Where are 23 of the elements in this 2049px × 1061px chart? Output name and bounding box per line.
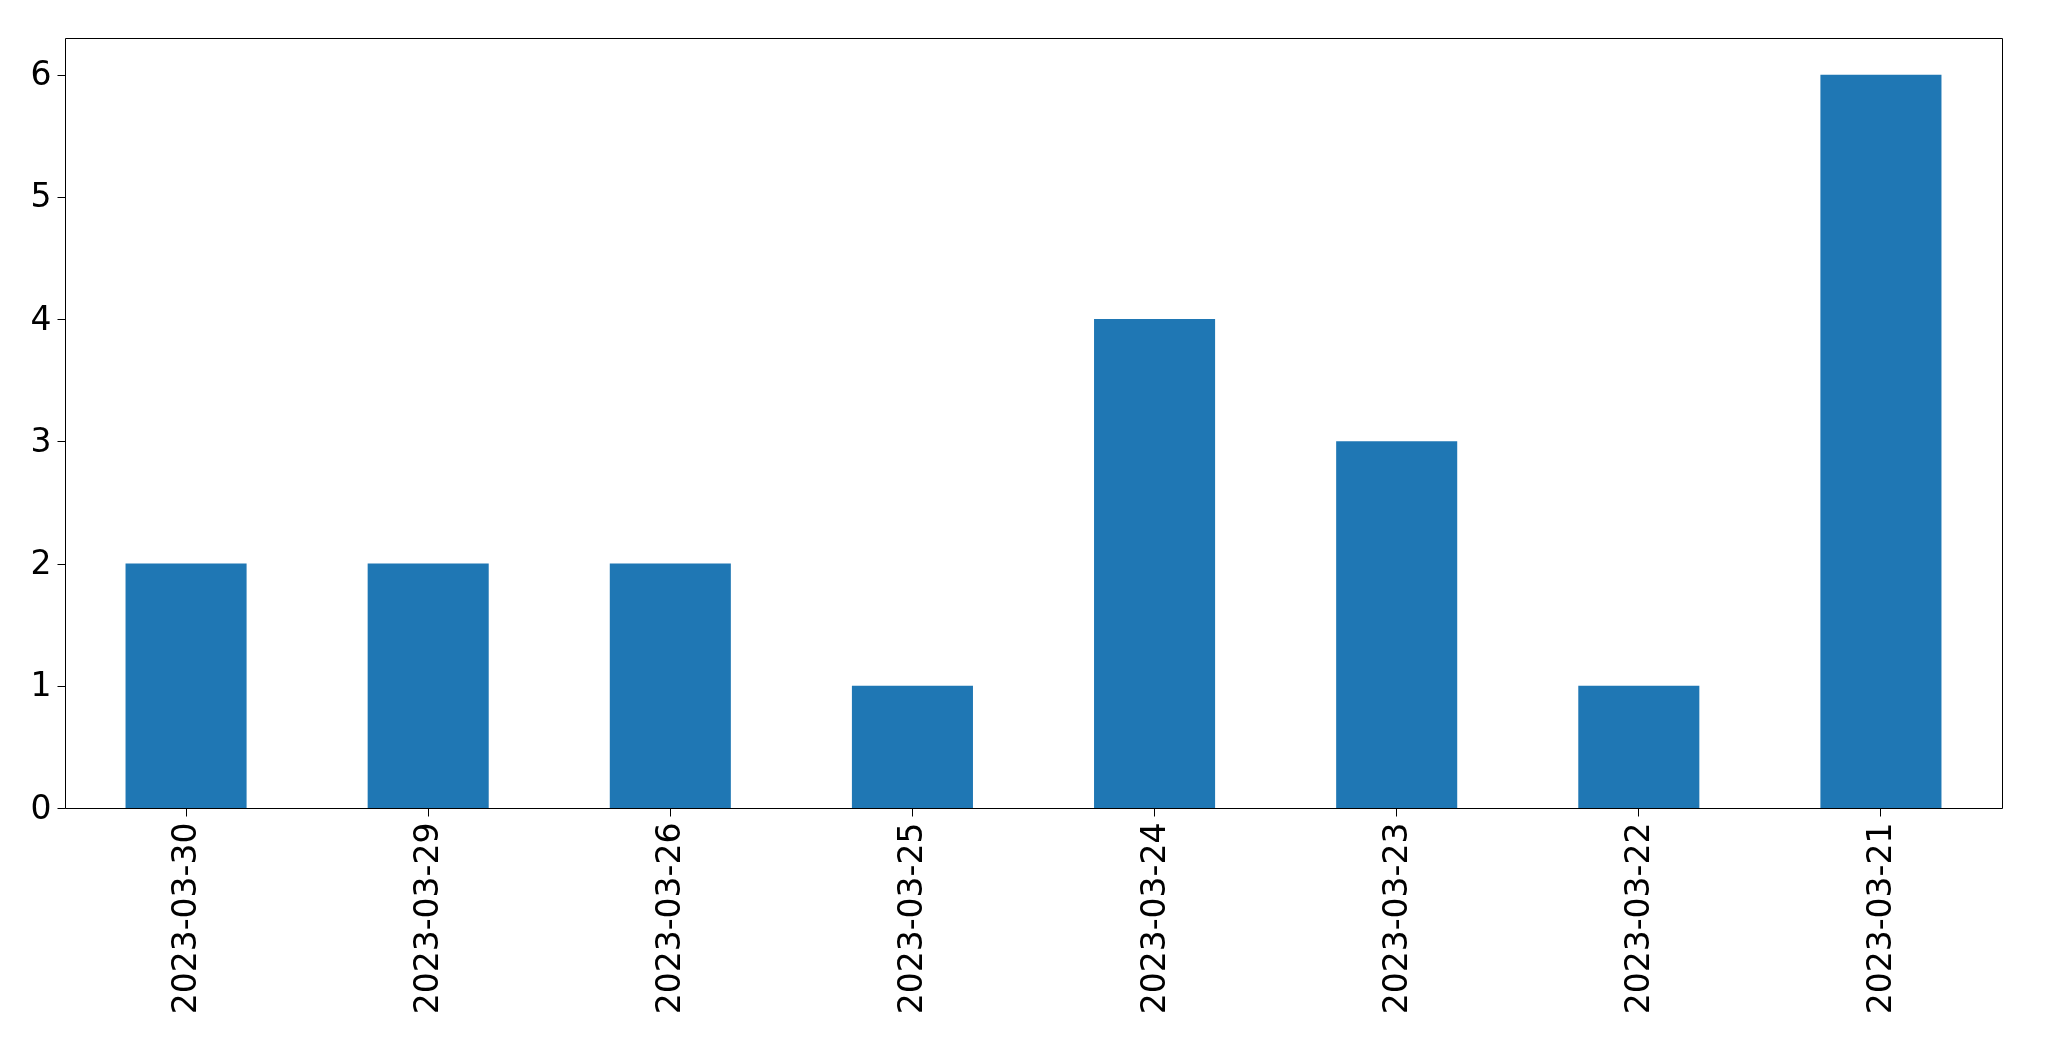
x-tick-label: 2023-03-22: [1617, 822, 1657, 1015]
x-tick-label: 2023-03-29: [407, 822, 447, 1015]
x-tick-label: 2023-03-30: [165, 822, 205, 1015]
bar: [1578, 685, 1700, 808]
bar: [1336, 441, 1458, 808]
x-tick-label: 2023-03-21: [1859, 822, 1899, 1015]
y-tick-label: 4: [30, 298, 52, 338]
bar: [367, 563, 489, 808]
x-tick-label: 2023-03-24: [1133, 822, 1173, 1015]
bar: [1094, 319, 1216, 808]
y-tick-label: 5: [30, 176, 52, 216]
y-tick-label: 0: [30, 787, 52, 827]
bar: [609, 563, 731, 808]
x-tick-label: 2023-03-25: [891, 822, 931, 1015]
y-tick-label: 6: [30, 54, 52, 94]
y-tick-label: 3: [30, 420, 52, 460]
y-tick-label: 2: [30, 543, 52, 583]
x-tick-label: 2023-03-26: [649, 822, 689, 1015]
x-tick-label: 2023-03-23: [1375, 822, 1415, 1015]
bar: [1820, 74, 1942, 808]
bar: [851, 685, 973, 808]
bar: [125, 563, 247, 808]
y-tick-label: 1: [30, 665, 52, 705]
